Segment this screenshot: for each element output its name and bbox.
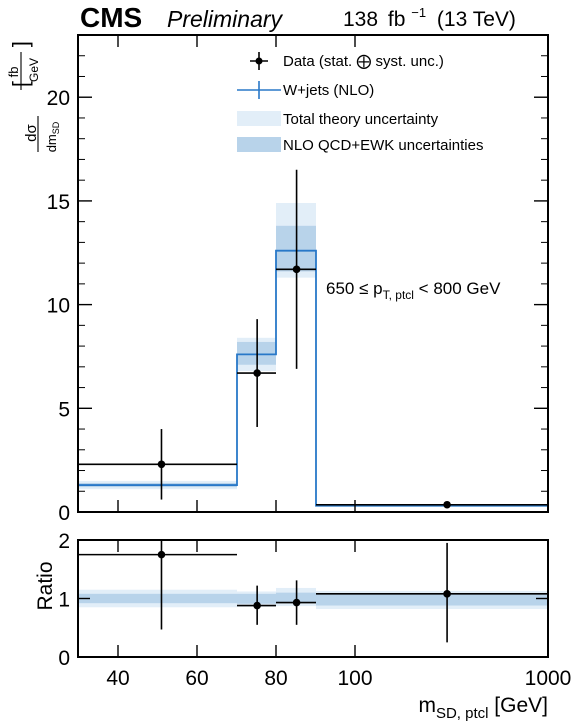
legend-qcd-label: NLO QCD+EWK uncertainties	[283, 137, 484, 154]
svg-text:]: ]	[8, 41, 33, 47]
legend-data-label: Data (stat. ⨁ syst. unc.)	[283, 53, 444, 70]
xtick-label: 40	[106, 667, 129, 690]
xtick-label: 60	[185, 667, 208, 690]
main-panel-frame	[77, 34, 549, 513]
main-data-point-3	[443, 500, 451, 509]
ratio-ytick-label: 0	[58, 647, 70, 670]
energy-label: (13 TeV)	[437, 8, 516, 31]
main-ytick-label: 20	[47, 87, 70, 110]
xtick-label: 1000	[525, 667, 572, 690]
main-ytick-label: 15	[47, 191, 70, 214]
main-ytick-label: 0	[58, 502, 70, 525]
main-data-point-0	[157, 460, 166, 469]
ratio-data-points	[78, 540, 548, 643]
ratio-y-axis-label: Ratio	[34, 561, 57, 610]
ratio-data-point-3	[443, 590, 451, 598]
pt-range-annotation: 650 ≤ pT, ptcl < 800 GeV	[326, 279, 501, 302]
main-data-points	[78, 169, 548, 509]
lumi-value: 138	[343, 8, 378, 31]
legend-data-marker	[250, 52, 268, 70]
x-axis-label: mSD, ptcl [GeV]	[418, 694, 548, 722]
preliminary-label: Preliminary	[167, 6, 284, 32]
main-ytick-label: 5	[58, 398, 70, 421]
ratio-qcd-band-0	[78, 593, 237, 604]
ratio-ytick-label: 1	[58, 589, 70, 612]
main-mc-histogram	[78, 249, 548, 507]
svg-text:dmSD: dmSD	[44, 121, 61, 152]
lumi-label: 138 fb −1 (13 TeV)	[343, 0, 516, 31]
xtick-label: 80	[264, 667, 287, 690]
svg-text:fb: fb	[6, 67, 21, 78]
legend-mc-marker	[237, 81, 281, 99]
ratio-qcd-band-3	[316, 593, 548, 606]
ratio-uncertainty-bands	[78, 587, 548, 610]
svg-text:GeV: GeV	[27, 58, 41, 82]
svg-text:dσ: dσ	[23, 123, 40, 141]
legend: Data (stat. ⨁ syst. unc.) W+jets (NLO) T…	[237, 52, 484, 154]
legend-theory-swatch	[237, 111, 281, 126]
lumi-unit: fb	[388, 8, 406, 31]
main-data-point-1	[253, 369, 261, 377]
legend-qcd-swatch	[237, 137, 281, 152]
mc-step-line	[78, 249, 548, 507]
lumi-exponent: −1	[411, 5, 426, 20]
main-y-axis-label: dσ dmSD [ fb GeV ]	[6, 41, 61, 152]
ratio-data-point-1	[253, 601, 261, 610]
ratio-data-point-2	[292, 598, 301, 607]
axis-ticks: 0 5 10 15 20 0 1 2 40 60 80 100 1000	[47, 35, 572, 690]
ratio-ytick-label: 2	[58, 530, 70, 553]
legend-theory-label: Total theory uncertainty	[283, 111, 439, 128]
main-uncertainty-bands	[78, 202, 548, 507]
main-ytick-label: 10	[47, 295, 70, 318]
legend-mc-label: W+jets (NLO)	[283, 82, 374, 99]
ratio-data-point-0	[157, 550, 166, 559]
xtick-label: 100	[337, 667, 372, 690]
cms-label: CMS	[80, 2, 142, 33]
main-data-point-2	[292, 265, 301, 274]
